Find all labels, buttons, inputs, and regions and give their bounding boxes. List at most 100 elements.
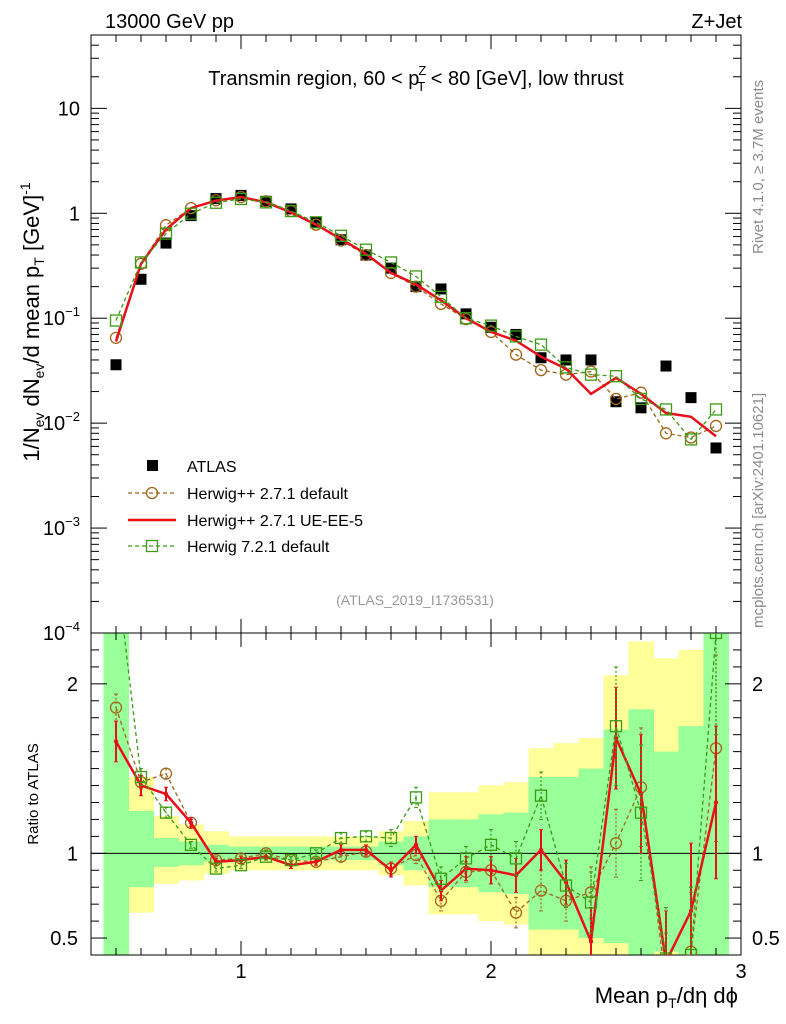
ratio-point-herwig72 — [534, 789, 548, 802]
ratio-point-herwig_pp_ueee5 — [713, 800, 719, 805]
main-point-atlas — [635, 402, 647, 414]
ratio-y-tick-label: 2 — [67, 674, 78, 696]
main-point-herwig_pp_default — [659, 427, 673, 440]
main-point-herwig72 — [559, 361, 573, 374]
main-point-atlas — [410, 281, 422, 293]
main-point-atlas — [660, 360, 672, 372]
ratio-y-tick-label-right: 0.5 — [752, 928, 780, 950]
band-inner-segment — [128, 810, 154, 888]
ratio-point-herwig_pp_ueee5 — [113, 739, 119, 744]
main-point-herwig_pp_default — [509, 348, 523, 361]
ratio-series-layer — [109, 633, 723, 964]
main-point-atlas — [235, 189, 247, 201]
main-point-atlas — [585, 354, 597, 366]
ratio-y-tick-label-right: 2 — [752, 674, 763, 696]
ratio-point-herwig72 — [559, 879, 573, 892]
ratio-y-tick-label-right: 1 — [752, 843, 763, 865]
main-point-herwig72 — [259, 196, 273, 209]
band-inner-segment — [153, 838, 179, 867]
main-point-herwig72 — [584, 368, 598, 381]
legend-label-atlas: ATLAS — [187, 459, 237, 476]
y-tick-label: 10−4 — [43, 619, 80, 645]
plot-title: Transmin region, 60 < pZ T < 80 [GeV], lo… — [208, 63, 624, 94]
main-point-herwig72 — [334, 229, 348, 242]
ratio-point-herwig_pp_ueee5 — [313, 859, 319, 864]
ratio-point-herwig72 — [459, 852, 473, 865]
ratio-point-herwig72 — [234, 859, 248, 872]
main-series-layer — [109, 189, 723, 454]
ratio-point-herwig72 — [434, 872, 448, 885]
ratio-point-herwig_pp_ueee5 — [413, 842, 419, 848]
ratio-point-herwig_pp_ueee5 — [263, 854, 269, 859]
y-tick-label: 10−3 — [43, 514, 80, 540]
ratio-point-herwig72 — [284, 853, 298, 867]
main-point-herwig72 — [309, 216, 323, 229]
legend-label-herwig-pp-default: Herwig++ 2.7.1 default — [187, 486, 349, 503]
x-axis-label: Mean pT/dη dϕ — [595, 983, 738, 1011]
main-point-herwig72 — [634, 392, 648, 406]
ratio-point-herwig72 — [609, 720, 623, 733]
ratio-point-herwig72 — [709, 633, 723, 640]
main-point-herwig_pp_default — [109, 331, 123, 344]
ratio-point-herwig72 — [134, 770, 148, 784]
x-tick-label: 2 — [485, 961, 496, 983]
ratio-point-herwig72 — [584, 896, 598, 909]
main-point-herwig72 — [509, 330, 523, 343]
ratio-y-axis: 0.5 0.5 1 1 2 2 — [50, 632, 780, 956]
ratio-point-herwig72 — [659, 952, 673, 955]
legend-label-herwig-pp-ueee5: Herwig++ 2.7.1 UE-EE-5 — [187, 513, 363, 530]
main-line-herwig_pp_default — [115, 196, 717, 439]
main-point-herwig_pp_default — [484, 325, 498, 339]
main-y-axis: 10 1 10−1 10−2 10−3 10−4 — [43, 34, 741, 645]
rivet-version-label: Rivet 4.1.0, ≥ 3.7M events — [750, 80, 767, 254]
main-point-herwig72 — [709, 403, 723, 416]
main-point-atlas — [710, 442, 722, 454]
ratio-point-herwig72 — [409, 791, 423, 804]
ratio-point-herwig_pp_ueee5 — [163, 791, 169, 797]
main-point-herwig72 — [234, 192, 248, 206]
y-tick-label: 1 — [69, 203, 80, 225]
ratio-point-herwig72 — [484, 838, 498, 851]
y-tick-label: 10−1 — [43, 304, 80, 330]
main-point-herwig72 — [134, 256, 148, 269]
main-point-atlas — [210, 193, 222, 205]
main-point-herwig_pp_default — [709, 419, 723, 433]
main-x-ticks — [90, 35, 742, 633]
main-point-herwig_pp_default — [634, 386, 648, 399]
ratio-point-herwig_pp_ueee5 — [188, 820, 194, 826]
ratio-point-herwig_pp_ueee5 — [688, 908, 694, 914]
ratio-point-herwig_pp_default — [509, 906, 523, 919]
ratio-point-herwig_pp_default — [109, 701, 123, 714]
ratio-point-herwig72 — [384, 831, 398, 845]
main-point-herwig72 — [284, 204, 298, 218]
main-point-herwig72 — [359, 243, 373, 256]
main-point-atlas — [485, 321, 497, 333]
main-point-herwig72 — [684, 433, 698, 446]
ratio-point-herwig_pp_ueee5 — [363, 847, 369, 853]
ratio-y-tick-label: 1 — [67, 843, 78, 865]
analysis-id-label: (ATLAS_2019_I1736531) — [336, 592, 494, 608]
main-point-herwig72 — [484, 319, 498, 332]
main-line-herwig_pp_ueee5 — [114, 195, 717, 438]
ratio-point-herwig72 — [159, 806, 173, 819]
legend: ATLAS Herwig++ 2.7.1 default Herwig++ 2.… — [128, 459, 363, 556]
main-point-herwig72 — [209, 196, 223, 209]
ratio-point-herwig72 — [634, 806, 648, 819]
main-point-atlas — [110, 359, 122, 371]
collision-label: 13000 GeV pp — [105, 11, 234, 33]
main-y-axis-label: 1/Nev dNev/d mean pT [GeV]-1 — [17, 182, 47, 462]
process-label: Z+Jet — [691, 11, 742, 33]
main-point-atlas — [135, 273, 147, 285]
main-point-herwig72 — [659, 403, 673, 416]
ratio-point-herwig_pp_ueee5 — [538, 847, 544, 853]
main-point-atlas — [435, 283, 447, 295]
main-line-herwig72 — [115, 198, 717, 441]
mcplots-label: mcplots.cern.ch [arXiv:2401.10621] — [750, 393, 767, 628]
main-point-herwig72 — [159, 227, 173, 240]
y-tick-label: 10 — [58, 98, 80, 120]
main-point-herwig72 — [184, 207, 198, 220]
ratio-point-herwig_pp_ueee5 — [664, 960, 668, 964]
ratio-point-herwig72 — [359, 830, 373, 843]
main-point-herwig72 — [534, 338, 548, 351]
